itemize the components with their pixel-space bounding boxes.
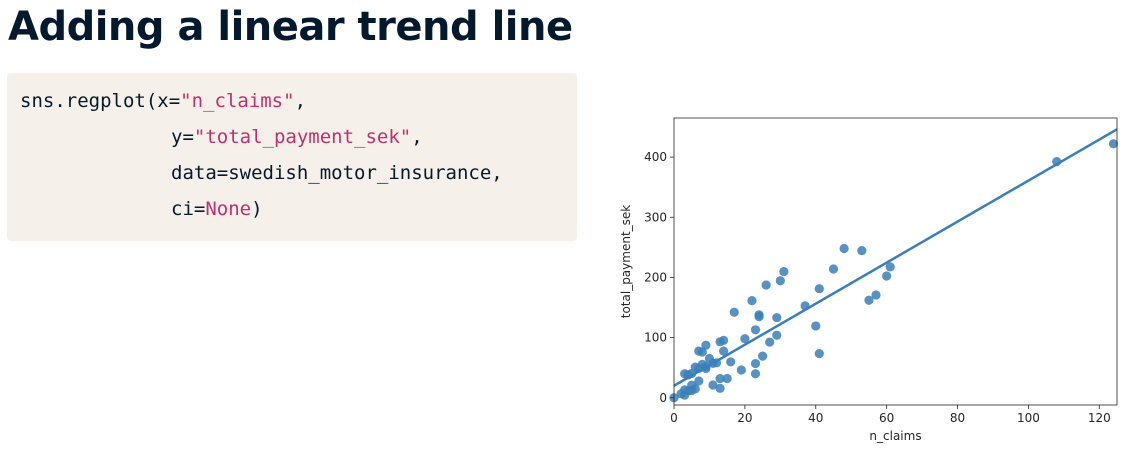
data-point bbox=[694, 376, 704, 386]
data-point bbox=[814, 284, 824, 294]
y-tick-label: 200 bbox=[644, 270, 667, 284]
code-arg-data: data=swedish_motor_insurance, bbox=[171, 162, 503, 184]
data-point bbox=[747, 296, 757, 306]
data-point bbox=[726, 357, 736, 367]
data-point bbox=[772, 330, 782, 340]
data-point bbox=[1052, 157, 1062, 167]
x-tick-label: 80 bbox=[950, 411, 965, 425]
data-point bbox=[676, 389, 686, 399]
data-point bbox=[729, 307, 739, 317]
x-tick-label: 100 bbox=[1017, 411, 1040, 425]
data-point bbox=[882, 271, 892, 281]
x-tick-label: 20 bbox=[737, 411, 752, 425]
plot-frame bbox=[673, 117, 1118, 406]
data-point bbox=[811, 321, 821, 331]
code-arg-ci-name: ci= bbox=[171, 198, 206, 220]
y-tick-label: 400 bbox=[644, 150, 667, 164]
code-line-2: y="total_payment_sek", bbox=[171, 126, 423, 148]
data-point bbox=[750, 358, 761, 369]
data-point bbox=[715, 383, 725, 393]
data-point bbox=[1108, 139, 1119, 149]
y-tick-label: 300 bbox=[644, 210, 667, 224]
code-arg-y-value: "total_payment_sek" bbox=[193, 126, 412, 148]
data-point bbox=[871, 290, 881, 300]
code-line-1: sns.regplot(x="n_claims", bbox=[20, 90, 306, 112]
data-point bbox=[750, 325, 761, 335]
data-point bbox=[694, 346, 704, 356]
data-point bbox=[839, 243, 849, 254]
x-tick-label: 0 bbox=[670, 411, 678, 425]
data-point bbox=[772, 312, 782, 323]
code-close-paren: ) bbox=[251, 198, 263, 220]
data-point bbox=[736, 365, 746, 375]
data-point bbox=[857, 246, 867, 256]
code-comma: , bbox=[294, 90, 307, 112]
y-tick-label: 0 bbox=[659, 391, 667, 405]
data-point bbox=[758, 351, 768, 361]
data-point bbox=[704, 353, 715, 364]
code-line-4: ci=None) bbox=[171, 198, 263, 220]
data-point bbox=[761, 280, 771, 290]
data-point bbox=[715, 373, 725, 384]
data-point bbox=[708, 380, 718, 390]
data-point bbox=[779, 266, 789, 277]
data-point bbox=[864, 295, 874, 305]
slide-title: Adding a linear trend line bbox=[8, 4, 573, 50]
y-tick-label: 100 bbox=[644, 331, 667, 345]
code-block: sns.regplot(x="n_claims", y="total_payme… bbox=[7, 73, 577, 241]
code-comma: , bbox=[411, 126, 423, 148]
x-tick-label: 60 bbox=[879, 411, 894, 425]
data-point bbox=[680, 369, 690, 379]
code-arg-x-name: x= bbox=[157, 90, 181, 112]
x-axis-label: n_claims bbox=[869, 429, 921, 443]
data-point bbox=[701, 340, 711, 350]
code-arg-ci-value: None bbox=[205, 198, 252, 220]
code-line-3: data=swedish_motor_insurance, bbox=[171, 162, 503, 184]
data-point bbox=[765, 337, 775, 347]
data-point bbox=[719, 346, 729, 356]
trend-line bbox=[673, 128, 1118, 387]
x-tick-label: 40 bbox=[808, 411, 823, 425]
data-point bbox=[800, 301, 810, 311]
data-point bbox=[814, 349, 824, 359]
code-arg-x-value: "n_claims" bbox=[180, 90, 295, 112]
code-arg-y-name: y= bbox=[171, 126, 194, 148]
x-tick-label: 120 bbox=[1088, 411, 1111, 425]
data-point bbox=[775, 276, 785, 286]
data-point bbox=[740, 334, 750, 344]
code-function-call: sns.regplot( bbox=[20, 90, 158, 112]
data-point bbox=[750, 369, 761, 379]
data-point bbox=[722, 373, 732, 384]
data-point bbox=[754, 310, 764, 320]
y-axis-label: total_payment_sek bbox=[619, 205, 633, 319]
data-point bbox=[715, 337, 725, 347]
data-point bbox=[828, 264, 839, 274]
data-point bbox=[885, 262, 895, 272]
